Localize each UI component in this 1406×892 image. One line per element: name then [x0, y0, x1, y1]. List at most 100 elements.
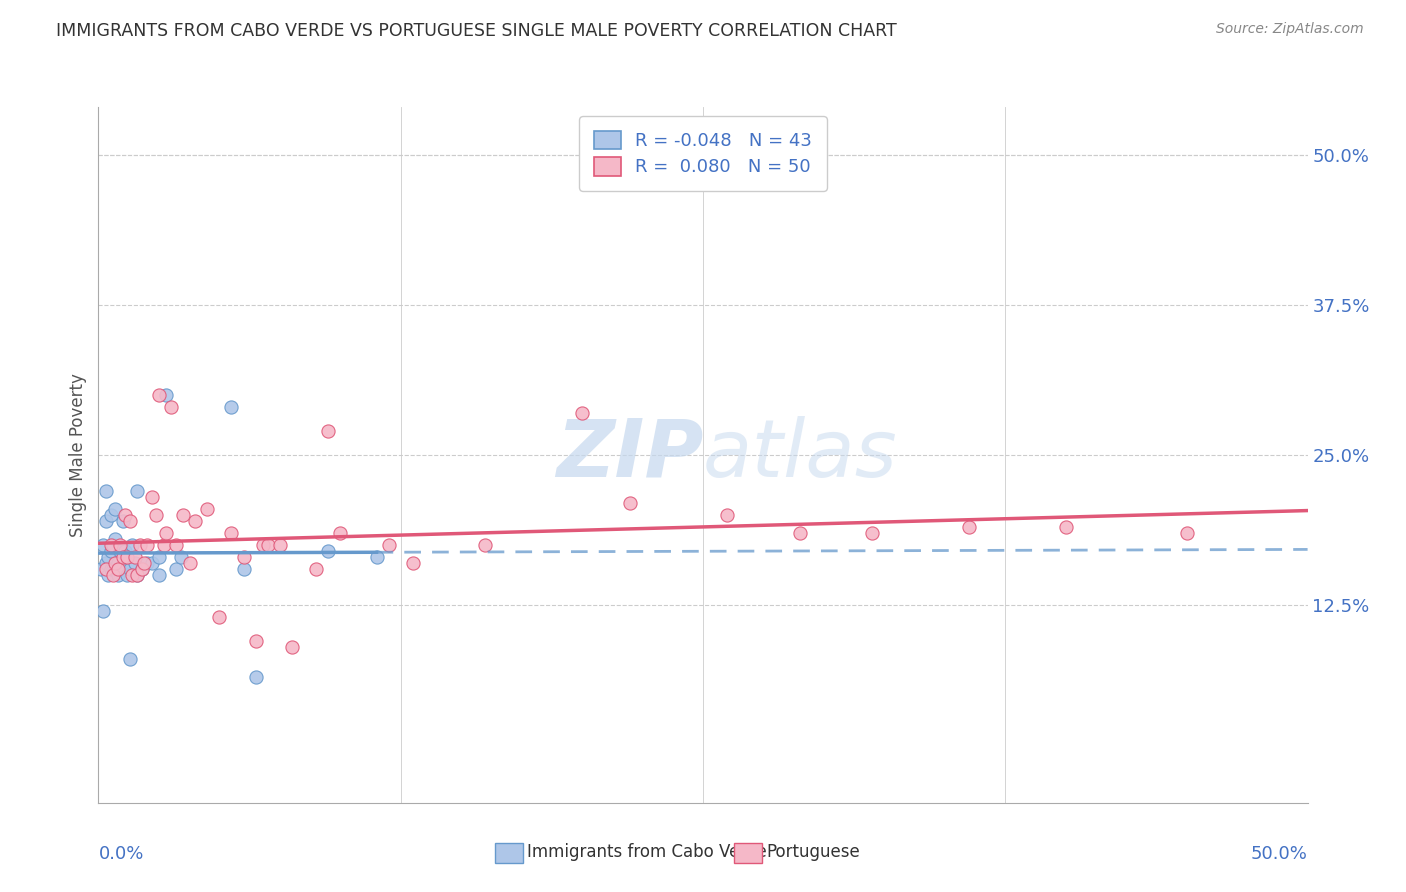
- Point: [104, 502, 127, 516]
- Point: [256, 538, 278, 552]
- Point: [104, 532, 127, 546]
- Text: atlas: atlas: [703, 416, 898, 494]
- Point: [124, 556, 146, 570]
- Point: [124, 549, 146, 564]
- Point: [165, 538, 187, 552]
- Point: [121, 567, 143, 582]
- Point: [101, 538, 124, 552]
- Point: [208, 610, 231, 624]
- Point: [117, 567, 139, 582]
- Point: [91, 538, 114, 552]
- Point: [269, 538, 291, 552]
- Point: [114, 508, 136, 522]
- Point: [118, 562, 141, 576]
- Point: [108, 538, 131, 552]
- Point: [195, 502, 218, 516]
- Point: [127, 483, 149, 498]
- Point: [118, 514, 141, 528]
- Point: [134, 556, 156, 570]
- Point: [100, 562, 122, 576]
- Point: [90, 562, 112, 576]
- Point: [1175, 525, 1198, 540]
- Point: [114, 544, 136, 558]
- Point: [94, 562, 117, 576]
- Point: [184, 514, 207, 528]
- Point: [316, 424, 339, 438]
- Text: Source: ZipAtlas.com: Source: ZipAtlas.com: [1216, 22, 1364, 37]
- Point: [135, 538, 157, 552]
- Point: [97, 567, 120, 582]
- Point: [377, 538, 399, 552]
- Point: [232, 549, 254, 564]
- Point: [148, 567, 170, 582]
- Point: [141, 490, 163, 504]
- Point: [316, 544, 339, 558]
- Point: [104, 562, 127, 576]
- Point: [100, 538, 122, 552]
- Point: [619, 496, 641, 510]
- Point: [94, 556, 117, 570]
- Point: [221, 400, 243, 414]
- Point: [107, 556, 129, 570]
- Point: [141, 556, 163, 570]
- Point: [281, 640, 304, 654]
- Point: [135, 556, 157, 570]
- Point: [179, 556, 201, 570]
- Point: [152, 538, 174, 552]
- Point: [111, 562, 134, 576]
- Point: [128, 538, 150, 552]
- Point: [94, 514, 117, 528]
- Point: [221, 525, 243, 540]
- Point: [127, 567, 149, 582]
- Point: [232, 562, 254, 576]
- Text: 0.0%: 0.0%: [98, 845, 143, 863]
- Point: [108, 562, 131, 576]
- Point: [100, 544, 122, 558]
- Text: Portuguese: Portuguese: [766, 843, 860, 861]
- Point: [107, 567, 129, 582]
- Point: [1054, 520, 1077, 534]
- Legend: R = -0.048   N = 43, R =  0.080   N = 50: R = -0.048 N = 43, R = 0.080 N = 50: [579, 116, 827, 191]
- Point: [121, 538, 143, 552]
- Point: [117, 549, 139, 564]
- Point: [789, 525, 811, 540]
- Point: [101, 562, 124, 576]
- Point: [100, 508, 122, 522]
- Point: [148, 549, 170, 564]
- Point: [305, 562, 328, 576]
- Point: [172, 508, 194, 522]
- Point: [160, 400, 183, 414]
- Text: Immigrants from Cabo Verde: Immigrants from Cabo Verde: [527, 843, 768, 861]
- Text: ZIP: ZIP: [555, 416, 703, 494]
- Point: [329, 525, 352, 540]
- Point: [245, 633, 267, 648]
- Point: [252, 538, 274, 552]
- Point: [118, 652, 141, 666]
- Point: [165, 562, 187, 576]
- Point: [111, 549, 134, 564]
- Point: [245, 670, 267, 684]
- Point: [957, 520, 980, 534]
- Point: [104, 556, 127, 570]
- Text: 50.0%: 50.0%: [1251, 845, 1308, 863]
- Y-axis label: Single Male Poverty: Single Male Poverty: [69, 373, 87, 537]
- Point: [97, 549, 120, 564]
- Point: [169, 549, 191, 564]
- Point: [145, 508, 167, 522]
- Point: [94, 483, 117, 498]
- Point: [148, 388, 170, 402]
- Point: [131, 562, 153, 576]
- Point: [860, 525, 883, 540]
- Point: [402, 556, 425, 570]
- Point: [91, 604, 114, 618]
- Point: [111, 514, 134, 528]
- Point: [366, 549, 388, 564]
- Point: [571, 406, 593, 420]
- Point: [155, 525, 177, 540]
- Point: [107, 562, 129, 576]
- Point: [474, 538, 496, 552]
- Point: [131, 562, 153, 576]
- Point: [108, 544, 131, 558]
- Text: IMMIGRANTS FROM CABO VERDE VS PORTUGUESE SINGLE MALE POVERTY CORRELATION CHART: IMMIGRANTS FROM CABO VERDE VS PORTUGUESE…: [56, 22, 897, 40]
- Point: [101, 567, 124, 582]
